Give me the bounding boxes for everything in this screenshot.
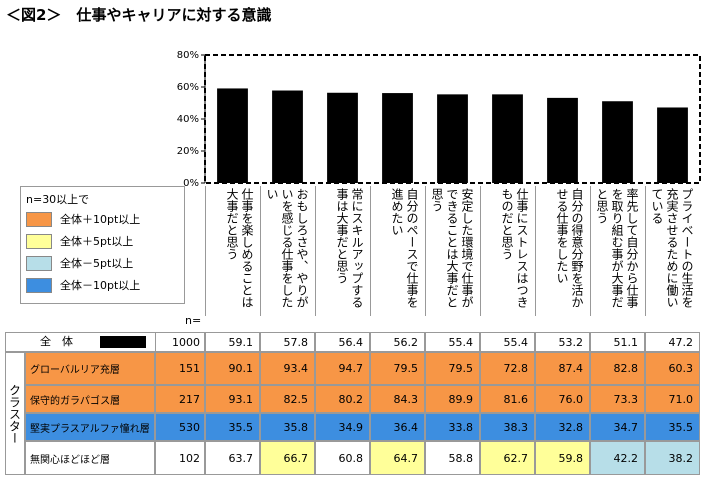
cell: 42.2 <box>590 441 645 475</box>
bar <box>657 107 688 183</box>
cell: 59.1 <box>205 332 260 352</box>
cell: 217 <box>155 385 205 413</box>
cell: 保守的ガラパゴス層 <box>25 385 155 413</box>
cell: 36.4 <box>370 413 425 441</box>
y-tick-label: 0% <box>183 178 199 189</box>
bar <box>382 93 413 183</box>
y-tick-label: 40% <box>177 114 199 125</box>
category-label: 安定した環境で仕事ができることは大事だと思う <box>425 186 480 316</box>
category-label: 仕事にストレスはつきものだと思う <box>480 186 535 316</box>
y-tick-label: 20% <box>177 146 199 157</box>
cell: 51.1 <box>590 332 645 352</box>
legend-title: n=30以上で <box>26 193 90 206</box>
category-label: 自分の得意分野を活かせる仕事をしたい <box>535 186 590 316</box>
cell: 94.7 <box>315 352 370 385</box>
category-label: おもしろさや、やりがいを感じる仕事をしたい <box>260 186 315 316</box>
legend-label: 全体－10pt以上 <box>60 279 141 292</box>
cell: 56.2 <box>370 332 425 352</box>
cell: 93.4 <box>260 352 315 385</box>
legend-label: 全体－5pt以上 <box>60 257 134 270</box>
category-label: 仕事を楽しめることは大事だと思う <box>205 186 260 316</box>
cell: 80.2 <box>315 385 370 413</box>
cell: グローバルリア充層 <box>25 352 155 385</box>
legend-swatch <box>26 234 52 249</box>
cell: 62.7 <box>480 441 535 475</box>
cell: 無関心ほどほど層 <box>25 441 155 475</box>
cell: 47.2 <box>645 332 700 352</box>
cell: 90.1 <box>205 352 260 385</box>
cell: 55.4 <box>425 332 480 352</box>
category-label: プライベートの生活を充実させるために働いている <box>645 186 700 316</box>
legend-label: 全体＋10pt以上 <box>60 213 141 226</box>
cell: 102 <box>155 441 205 475</box>
cell: 56.4 <box>315 332 370 352</box>
category-label: 自分のペースで仕事を進めたい <box>370 186 425 316</box>
group-label: クラスター <box>5 352 25 475</box>
y-tick-label: 80% <box>177 50 199 61</box>
cell: 530 <box>155 413 205 441</box>
cell: 32.8 <box>535 413 590 441</box>
cell: 59.8 <box>535 441 590 475</box>
n-header: n= <box>185 314 202 327</box>
cell: 66.7 <box>260 441 315 475</box>
cell: 35.5 <box>645 413 700 441</box>
cell: 151 <box>155 352 205 385</box>
legend-label: 全体＋5pt以上 <box>60 235 134 248</box>
legend-swatch <box>26 212 52 227</box>
category-label: 常にスキルアップする事は大事だと思う <box>315 186 370 316</box>
bar <box>272 90 303 183</box>
cell: 38.2 <box>645 441 700 475</box>
cell: 81.6 <box>480 385 535 413</box>
cell: 33.8 <box>425 413 480 441</box>
total-legend-swatch <box>100 336 146 348</box>
cell: 1000 <box>155 332 205 352</box>
cell: 73.3 <box>590 385 645 413</box>
cell: 35.5 <box>205 413 260 441</box>
cell: 79.5 <box>425 352 480 385</box>
cell: 38.3 <box>480 413 535 441</box>
cell: 55.4 <box>480 332 535 352</box>
cell: 35.8 <box>260 413 315 441</box>
cell: 60.8 <box>315 441 370 475</box>
cell: 82.5 <box>260 385 315 413</box>
y-tick-label: 60% <box>177 82 199 93</box>
bar <box>492 94 523 183</box>
cell: 34.7 <box>590 413 645 441</box>
cell: 79.5 <box>370 352 425 385</box>
cell: 71.0 <box>645 385 700 413</box>
cell: 93.1 <box>205 385 260 413</box>
bar <box>217 88 248 183</box>
cell: 58.8 <box>425 441 480 475</box>
cell: 60.3 <box>645 352 700 385</box>
legend-swatch <box>26 256 52 271</box>
cell: 76.0 <box>535 385 590 413</box>
total-label: 全 体 <box>40 335 73 348</box>
legend-swatch <box>26 278 52 293</box>
cell: 53.2 <box>535 332 590 352</box>
cell: 34.9 <box>315 413 370 441</box>
cell: 82.8 <box>590 352 645 385</box>
legend-box <box>20 186 185 304</box>
cell: 84.3 <box>370 385 425 413</box>
cell: 堅実プラスアルファ憧れ層 <box>25 413 155 441</box>
page-title: ＜図2＞ 仕事やキャリアに対する意識 <box>6 6 272 24</box>
bar <box>437 94 468 183</box>
bar <box>327 92 358 183</box>
cell: 89.9 <box>425 385 480 413</box>
cell: 64.7 <box>370 441 425 475</box>
category-label: 率先して自分から仕事を取り組む事が大事だと思う <box>590 186 645 316</box>
cell: 57.8 <box>260 332 315 352</box>
bar <box>547 97 578 183</box>
cell: 87.4 <box>535 352 590 385</box>
cell: 72.8 <box>480 352 535 385</box>
cell: 63.7 <box>205 441 260 475</box>
bar <box>602 101 633 183</box>
